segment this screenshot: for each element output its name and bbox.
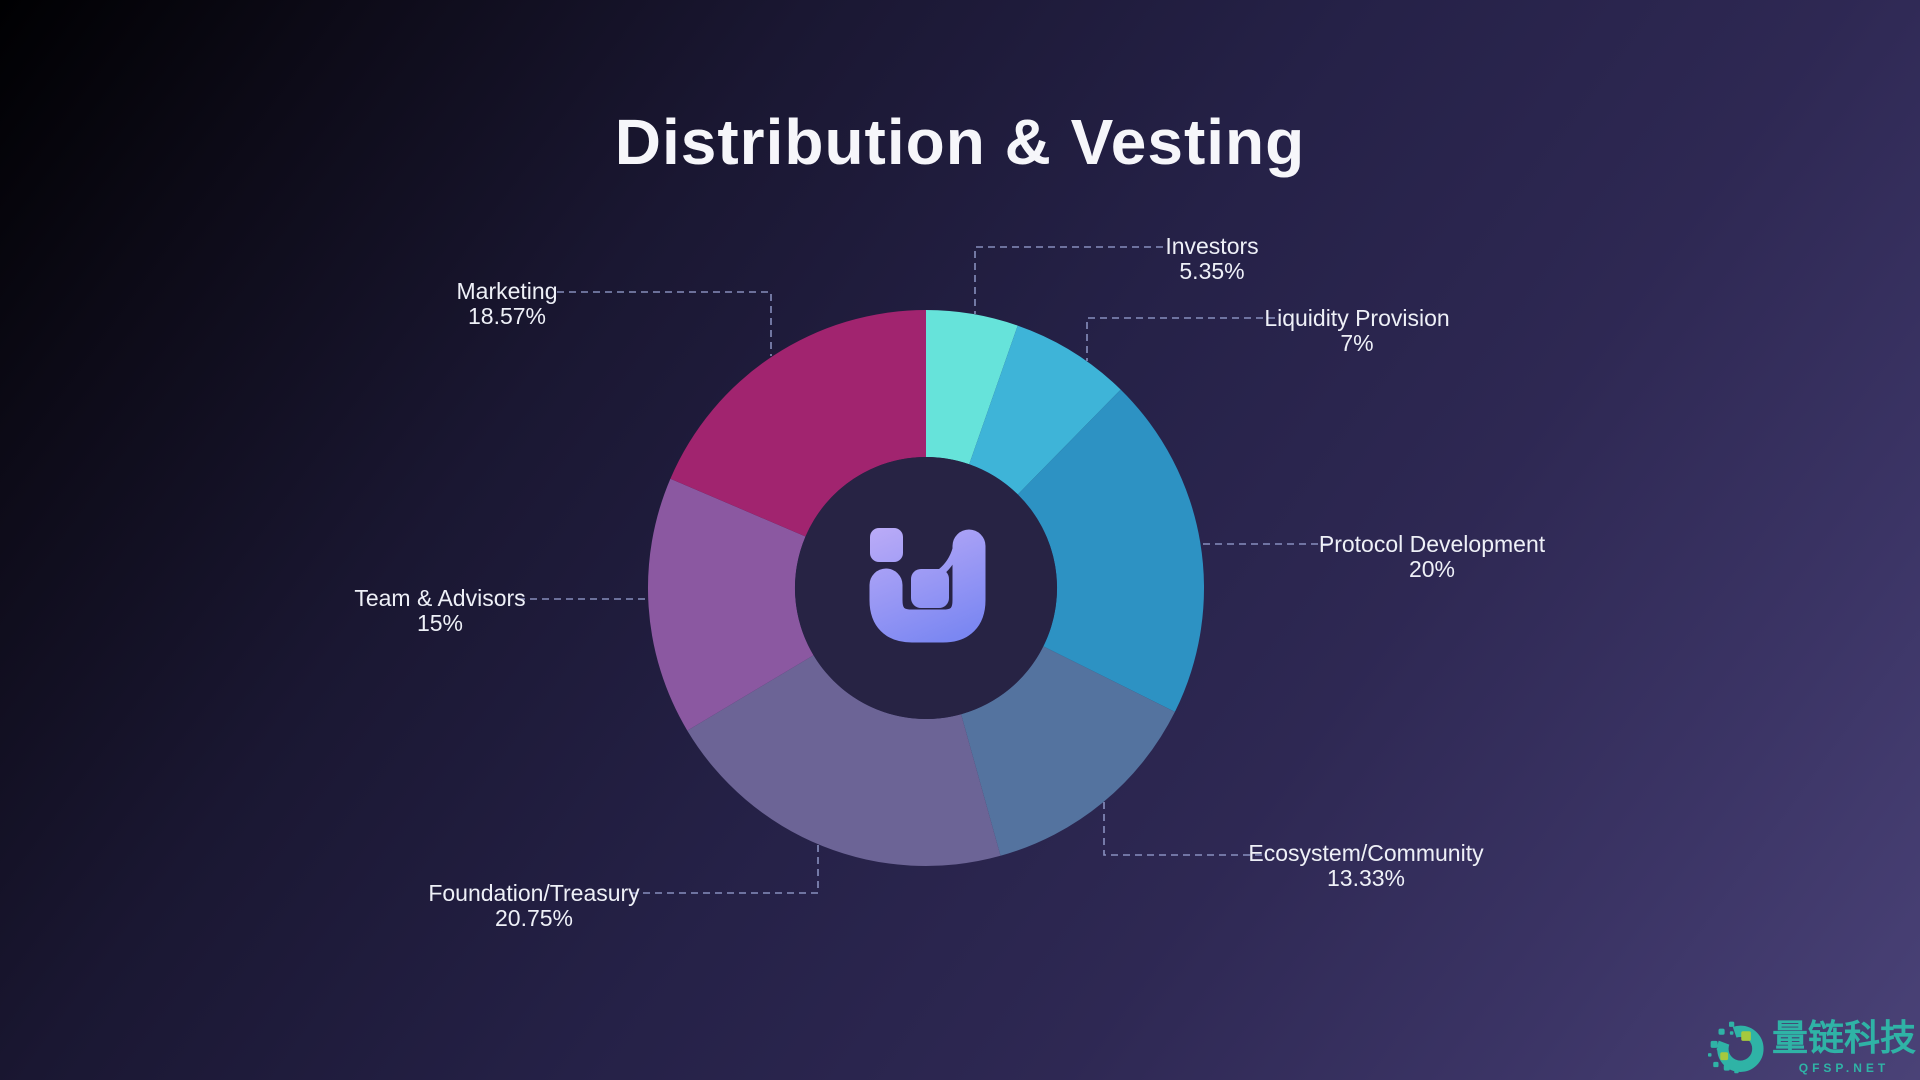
slice-value: 5.35% [1179, 258, 1245, 284]
slice-name: Foundation/Treasury [428, 880, 640, 906]
slice-team [647, 478, 814, 731]
leader-line-investors [974, 246, 1163, 314]
slice-label-investors: Investors 5.35% [1165, 234, 1258, 284]
slice-value: 15% [416, 610, 464, 636]
slice-liquidity [969, 325, 1121, 495]
slice-value: 18.57% [467, 303, 547, 329]
donut-slices [647, 310, 1205, 866]
slice-name: Liquidity Provision [1264, 305, 1450, 331]
slice-label-marketing: Marketing 18.57% [457, 279, 558, 329]
slice-label-protocol: Protocol Development 20% [1319, 532, 1545, 582]
logo-connector [937, 545, 960, 576]
slice-name: Investors [1165, 233, 1259, 259]
slice-marketing [670, 310, 926, 537]
leader-lines [518, 246, 1330, 894]
slice-name: Protocol Development [1318, 531, 1546, 557]
logo-dot [870, 528, 903, 562]
slice-protocol [1017, 389, 1205, 712]
leader-line-liquidity [1086, 317, 1275, 361]
slice-value: 13.33% [1326, 865, 1406, 891]
slice-foundation [687, 655, 1001, 866]
logo-inner-square [911, 569, 949, 608]
slice-label-liquidity: Liquidity Provision 7% [1264, 306, 1449, 356]
slice-value: 7% [1340, 330, 1374, 356]
leader-line-marketing [557, 291, 772, 356]
leader-line-ecosystem [1103, 801, 1262, 856]
slice-label-team: Team & Advisors 15% [354, 586, 525, 636]
watermark-domain: QFSP.NET [1798, 1060, 1890, 1075]
slice-label-ecosystem: Ecosystem/Community 13.33% [1248, 841, 1483, 891]
watermark-brand: 量链科技 [1771, 1016, 1916, 1058]
page-title: Distribution & Vesting [614, 106, 1306, 178]
leader-line-foundation [631, 843, 819, 894]
slice-investors [926, 310, 1018, 465]
brand-logo [869, 528, 986, 643]
slice-label-foundation: Foundation/Treasury 20.75% [428, 881, 639, 931]
slice-name: Marketing [456, 278, 558, 304]
slice-name: Team & Advisors [354, 585, 526, 611]
slice-ecosystem [961, 646, 1175, 856]
logo-u-shape [869, 529, 986, 643]
watermark-logo [1707, 1021, 1764, 1074]
watermark-text: 量链科技 QFSP.NET [1771, 1016, 1916, 1075]
slice-value: 20.75% [494, 905, 573, 931]
slice-value: 20% [1408, 556, 1456, 582]
watermark: 量链科技 QFSP.NET [1707, 1016, 1916, 1076]
slice-name: Ecosystem/Community [1248, 840, 1484, 866]
